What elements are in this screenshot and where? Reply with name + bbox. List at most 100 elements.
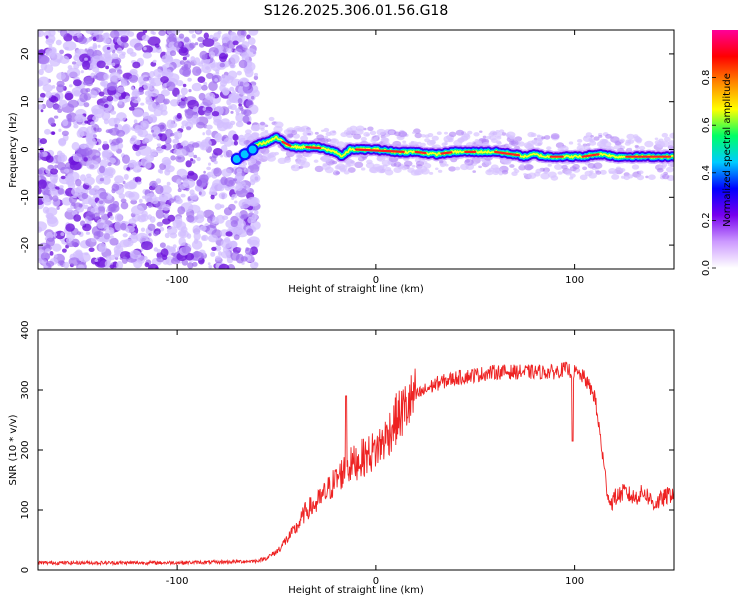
halo-blob — [448, 166, 456, 172]
noise-blob — [132, 143, 140, 152]
halo-blob — [464, 158, 474, 166]
halo-blob — [435, 167, 439, 171]
noise-blob — [75, 178, 82, 187]
noise-blob — [229, 86, 235, 92]
noise-blob — [46, 215, 58, 224]
noise-blob — [102, 95, 108, 102]
noise-blob — [45, 35, 49, 39]
halo-blob — [593, 162, 603, 169]
noise-blob — [50, 96, 59, 103]
noise-blob — [38, 76, 50, 86]
noise-blob — [172, 144, 179, 150]
noise-blob — [41, 246, 46, 250]
snr-xlabel: Height of straight line (km) — [288, 585, 424, 596]
noise-blob — [230, 251, 240, 261]
halo-blob — [663, 136, 671, 142]
noise-blob — [137, 181, 141, 185]
colorbar-tick-label: 0.2 — [701, 212, 712, 228]
halo-blob — [638, 170, 644, 175]
noise-blob — [40, 62, 48, 71]
noise-blob — [155, 147, 164, 154]
noise-blob — [247, 164, 260, 174]
noise-blob — [165, 128, 173, 138]
noise-blob — [194, 214, 205, 224]
noise-blob — [223, 207, 233, 216]
noise-blob — [230, 54, 240, 64]
noise-blob — [114, 175, 124, 184]
halo-blob — [489, 130, 497, 136]
halo-blob — [266, 155, 276, 162]
noise-blob — [86, 48, 95, 57]
noise-blob — [44, 248, 51, 253]
noise-blob — [175, 198, 183, 205]
halo-blob — [669, 132, 674, 139]
noise-blob — [96, 218, 106, 229]
noise-blob — [147, 203, 153, 208]
noise-blob — [133, 119, 138, 124]
noise-blob — [240, 30, 245, 36]
noise-blob — [168, 247, 176, 253]
noise-blob — [121, 256, 128, 264]
noise-blob — [128, 179, 138, 190]
noise-blob — [99, 212, 105, 216]
noise-blob — [224, 185, 231, 191]
noise-blob — [175, 154, 186, 163]
noise-blob — [38, 30, 45, 38]
snr-ylabel: SNR (10 * v/v) — [8, 414, 19, 485]
noise-blob — [214, 132, 223, 143]
noise-blob — [106, 95, 114, 102]
noise-blob — [74, 114, 86, 123]
halo-blob — [243, 168, 251, 173]
noise-blob — [232, 133, 239, 141]
halo-blob — [564, 170, 572, 176]
noise-blob — [246, 228, 254, 236]
noise-blob — [89, 90, 98, 99]
noise-blob — [43, 31, 52, 38]
noise-blob — [182, 56, 187, 61]
noise-blob — [199, 225, 207, 231]
snr-x-ticks: -100 0 100 — [166, 330, 584, 587]
halo-blob — [634, 144, 639, 148]
halo-blob — [644, 140, 654, 148]
noise-blob — [213, 167, 222, 177]
noise-blob — [116, 129, 126, 137]
halo-blob — [550, 133, 560, 140]
noise-blob — [109, 235, 114, 239]
x-tick-label: -100 — [166, 576, 189, 587]
noise-blob — [41, 194, 50, 203]
x-tick-label: 100 — [565, 576, 584, 587]
halo-blob — [623, 175, 630, 181]
noise-blob — [160, 248, 169, 257]
noise-blob — [124, 95, 131, 103]
noise-blob — [192, 261, 198, 267]
noise-blob — [103, 141, 108, 145]
spectrogram-ylabel: Frequency (Hz) — [8, 112, 19, 188]
noise-blob — [150, 129, 155, 133]
noise-blob — [128, 218, 137, 225]
halo-blob — [332, 160, 338, 165]
noise-blob — [192, 225, 201, 235]
noise-blob — [176, 168, 188, 178]
spectrogram-xlabel: Height of straight line (km) — [288, 284, 424, 295]
noise-blob — [210, 194, 215, 200]
noise-blob — [202, 107, 206, 111]
halo-blob — [487, 169, 492, 173]
halo-blob — [611, 174, 620, 180]
noise-blob — [166, 119, 175, 129]
noise-blob — [81, 192, 89, 200]
noise-blob — [186, 126, 192, 131]
spectrogram-x-ticks: -100 0 100 — [166, 30, 584, 286]
noise-blob — [128, 192, 135, 198]
noise-blob — [190, 158, 194, 162]
halo-blob — [599, 169, 607, 175]
noise-blob — [193, 106, 199, 113]
noise-blob — [253, 171, 259, 176]
noise-blob — [73, 123, 79, 129]
noise-blob — [101, 232, 111, 243]
halo-blob — [509, 164, 515, 168]
noise-blob — [121, 30, 127, 35]
halo-blob — [401, 166, 408, 171]
noise-blob — [221, 168, 232, 177]
noise-blob — [192, 66, 202, 76]
noise-blob — [173, 41, 182, 48]
